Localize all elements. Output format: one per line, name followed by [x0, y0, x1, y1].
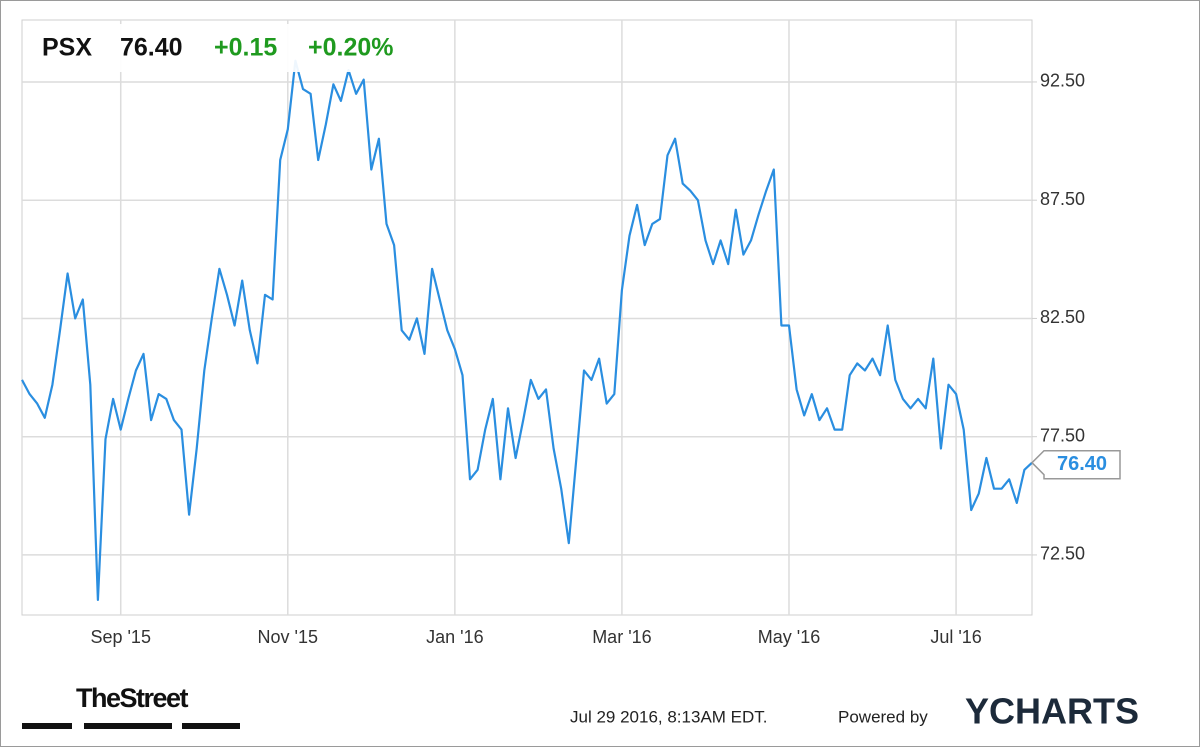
last-price-tag [1030, 449, 1121, 480]
powered-by: Powered by [838, 707, 928, 726]
change-pct: +0.20% [308, 34, 394, 62]
change: +0.15 [214, 34, 277, 62]
plot [21, 59, 1033, 601]
brand: TheStreet [76, 683, 189, 713]
y-tick-label: 72.50 [1040, 544, 1085, 564]
y-tick-label: 87.50 [1040, 189, 1085, 209]
header-box [30, 24, 430, 72]
plot-area [21, 19, 1033, 616]
grid [22, 20, 1037, 615]
brand-bar [182, 723, 240, 729]
x-tick-label: Nov '15 [258, 627, 318, 647]
x-tick-label: Sep '15 [90, 627, 151, 647]
brand-bar [84, 723, 172, 729]
y-tick-label: 77.50 [1040, 425, 1085, 445]
x-tick-label: May '16 [758, 627, 820, 647]
brand-bar [22, 723, 72, 729]
x-tick-label: Jan '16 [426, 627, 483, 647]
last-price-label: 76.40 [1057, 453, 1107, 475]
y-tick-label: 92.50 [1040, 71, 1085, 91]
symbol: PSX [42, 34, 92, 62]
provider-logo: YCHARTS [965, 691, 1139, 732]
x-tick-label: Jul '16 [930, 627, 981, 647]
y-tick-label: 82.50 [1040, 307, 1085, 327]
price-line [21, 59, 1033, 601]
x-tick-label: Mar '16 [592, 627, 651, 647]
timestamp: Jul 29 2016, 8:13AM EDT. [570, 707, 768, 726]
price: 76.40 [120, 34, 183, 62]
